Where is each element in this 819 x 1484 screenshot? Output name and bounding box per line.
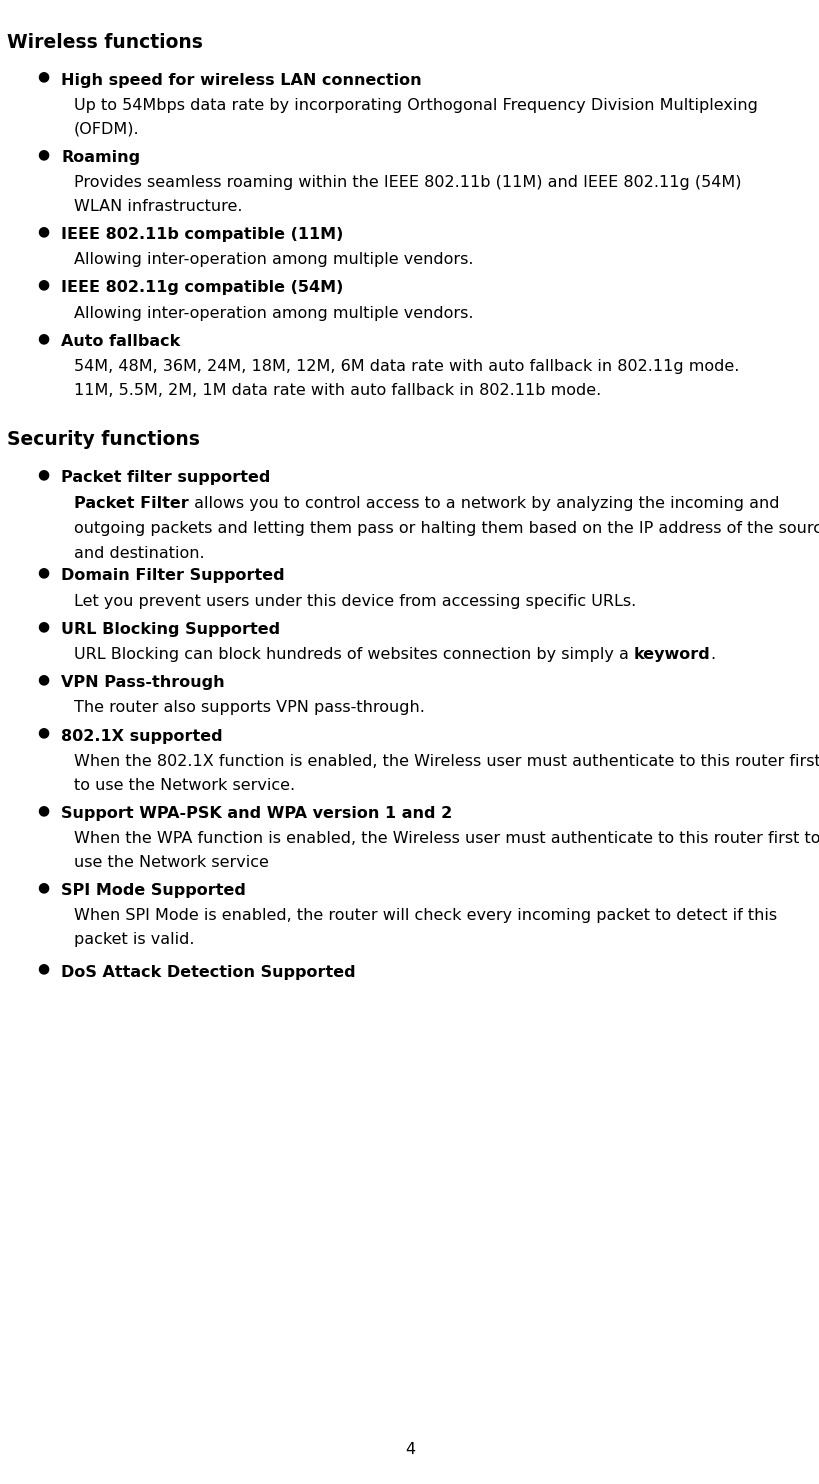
Text: WLAN infrastructure.: WLAN infrastructure. — [74, 199, 242, 214]
Text: Domain Filter Supported: Domain Filter Supported — [61, 568, 285, 583]
Text: 4: 4 — [405, 1442, 414, 1457]
Text: High speed for wireless LAN connection: High speed for wireless LAN connection — [61, 73, 422, 88]
Text: ●: ● — [37, 803, 49, 816]
Text: and destination.: and destination. — [74, 546, 204, 561]
Text: keyword: keyword — [633, 647, 710, 662]
Text: ●: ● — [37, 619, 49, 632]
Text: IEEE 802.11g compatible (54M): IEEE 802.11g compatible (54M) — [61, 280, 343, 295]
Text: VPN Pass-through: VPN Pass-through — [61, 675, 225, 690]
Text: ●: ● — [37, 331, 49, 344]
Text: to use the Network service.: to use the Network service. — [74, 778, 295, 792]
Text: 54M, 48M, 36M, 24M, 18M, 12M, 6M data rate with auto fallback in 802.11g mode.: 54M, 48M, 36M, 24M, 18M, 12M, 6M data ra… — [74, 359, 738, 374]
Text: SPI Mode Supported: SPI Mode Supported — [61, 883, 246, 898]
Text: Packet Filter: Packet Filter — [74, 496, 188, 510]
Text: Security functions: Security functions — [7, 430, 199, 450]
Text: ●: ● — [37, 880, 49, 893]
Text: Roaming: Roaming — [61, 150, 140, 165]
Text: 802.1X supported: 802.1X supported — [61, 729, 223, 743]
Text: (OFDM).: (OFDM). — [74, 122, 139, 137]
Text: URL Blocking Supported: URL Blocking Supported — [61, 622, 280, 637]
Text: Packet filter supported: Packet filter supported — [61, 470, 270, 485]
Text: URL Blocking can block hundreds of websites connection by simply a: URL Blocking can block hundreds of websi… — [74, 647, 633, 662]
Text: Wireless functions: Wireless functions — [7, 33, 202, 52]
Text: Up to 54Mbps data rate by incorporating Orthogonal Frequency Division Multiplexi: Up to 54Mbps data rate by incorporating … — [74, 98, 757, 113]
Text: The router also supports VPN pass-through.: The router also supports VPN pass-throug… — [74, 700, 424, 715]
Text: ●: ● — [37, 278, 49, 291]
Text: ●: ● — [37, 224, 49, 237]
Text: ●: ● — [37, 565, 49, 579]
Text: packet is valid.: packet is valid. — [74, 932, 194, 947]
Text: When the WPA function is enabled, the Wireless user must authenticate to this ro: When the WPA function is enabled, the Wi… — [74, 831, 819, 846]
Text: 11M, 5.5M, 2M, 1M data rate with auto fallback in 802.11b mode.: 11M, 5.5M, 2M, 1M data rate with auto fa… — [74, 383, 600, 398]
Text: ●: ● — [37, 70, 49, 83]
Text: .: . — [710, 647, 715, 662]
Text: Auto fallback: Auto fallback — [61, 334, 180, 349]
Text: ●: ● — [37, 672, 49, 686]
Text: When the 802.1X function is enabled, the Wireless user must authenticate to this: When the 802.1X function is enabled, the… — [74, 754, 819, 769]
Text: allows you to control access to a network by analyzing the incoming and: allows you to control access to a networ… — [188, 496, 778, 510]
Text: use the Network service: use the Network service — [74, 855, 269, 870]
Text: Support WPA-PSK and WPA version 1 and 2: Support WPA-PSK and WPA version 1 and 2 — [61, 806, 452, 821]
Text: ●: ● — [37, 962, 49, 975]
Text: Let you prevent users under this device from accessing specific URLs.: Let you prevent users under this device … — [74, 594, 636, 608]
Text: Provides seamless roaming within the IEEE 802.11b (11M) and IEEE 802.11g (54M): Provides seamless roaming within the IEE… — [74, 175, 740, 190]
Text: IEEE 802.11b compatible (11M): IEEE 802.11b compatible (11M) — [61, 227, 343, 242]
Text: DoS Attack Detection Supported: DoS Attack Detection Supported — [61, 965, 355, 979]
Text: ●: ● — [37, 147, 49, 160]
Text: When SPI Mode is enabled, the router will check every incoming packet to detect : When SPI Mode is enabled, the router wil… — [74, 908, 776, 923]
Text: outgoing packets and letting them pass or halting them based on the IP address o: outgoing packets and letting them pass o… — [74, 521, 819, 536]
Text: Allowing inter-operation among multiple vendors.: Allowing inter-operation among multiple … — [74, 252, 473, 267]
Text: ●: ● — [37, 726, 49, 739]
Text: Allowing inter-operation among multiple vendors.: Allowing inter-operation among multiple … — [74, 306, 473, 321]
Text: ●: ● — [37, 467, 49, 481]
